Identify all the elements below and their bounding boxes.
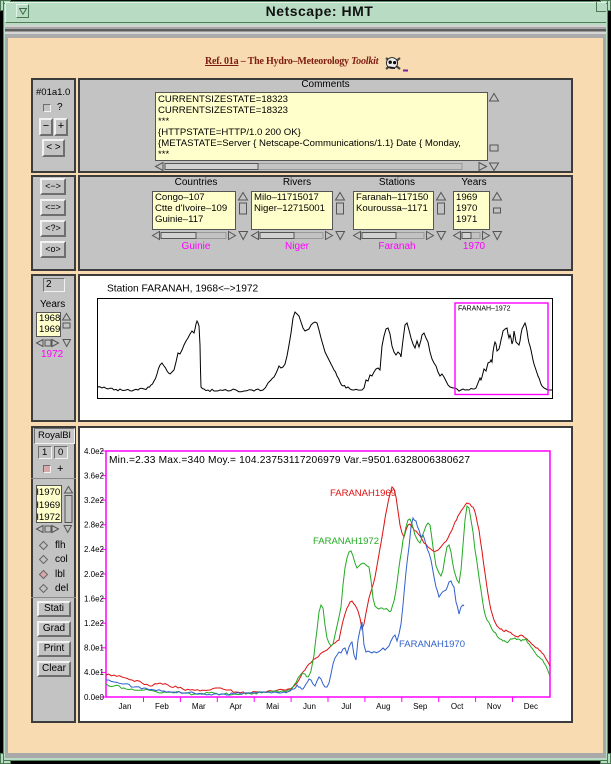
svg-text:Mar: Mar: [192, 702, 206, 711]
svg-text:Nov: Nov: [487, 702, 501, 711]
svg-text:3.6e2: 3.6e2: [84, 471, 105, 480]
svg-text:Mai: Mai: [266, 702, 279, 711]
svg-text:4.0e2: 4.0e2: [84, 447, 105, 456]
svg-text:Apr: Apr: [229, 702, 242, 711]
svg-text:Jan: Jan: [119, 702, 132, 711]
svg-text:4.0e1: 4.0e1: [84, 668, 105, 677]
svg-text:Aug: Aug: [376, 702, 390, 711]
svg-text:1.6e2: 1.6e2: [84, 594, 105, 603]
svg-text:2.8e2: 2.8e2: [84, 521, 105, 530]
svg-text:FARANAH1972: FARANAH1972: [313, 536, 379, 547]
svg-text:2.4e2: 2.4e2: [84, 545, 105, 554]
svg-text:Dec: Dec: [524, 702, 538, 711]
svg-text:Station FARANAH, 1968<–>1972: Station FARANAH, 1968<–>1972: [107, 284, 259, 295]
svg-text:Jul: Jul: [341, 702, 351, 711]
svg-text:2.0e2: 2.0e2: [84, 570, 105, 579]
svg-text:FARANAH1970: FARANAH1970: [399, 639, 465, 650]
svg-text:0.0e0: 0.0e0: [84, 693, 105, 702]
svg-text:8.0e1: 8.0e1: [84, 644, 105, 653]
svg-text:Oct: Oct: [451, 702, 464, 711]
svg-text:3.2e2: 3.2e2: [84, 496, 105, 505]
svg-text:FARANAH–1972: FARANAH–1972: [458, 306, 511, 313]
svg-text:Feb: Feb: [155, 702, 169, 711]
svg-text:FARANAH1969: FARANAH1969: [330, 488, 396, 499]
svg-text:Sep: Sep: [413, 702, 428, 711]
svg-text:Jun: Jun: [303, 702, 316, 711]
svg-text:Min.=2.33 Max.=340 Moy.= 104.2: Min.=2.33 Max.=340 Moy.= 104.23753117206…: [109, 455, 470, 466]
svg-text:1.2e2: 1.2e2: [84, 619, 105, 628]
